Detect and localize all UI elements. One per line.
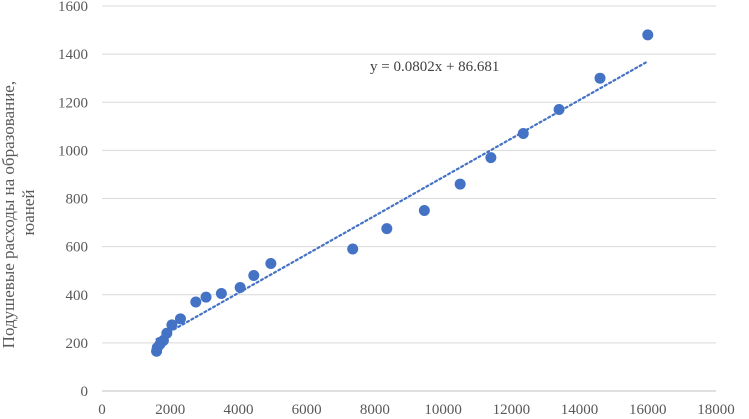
- y-tick-label: 1400: [58, 47, 88, 63]
- data-point: [166, 319, 178, 331]
- data-point: [485, 152, 497, 164]
- y-tick-label: 0: [81, 384, 89, 400]
- data-point: [190, 296, 202, 308]
- x-tick-label: 2000: [155, 402, 185, 418]
- y-tick-label: 800: [66, 192, 89, 208]
- data-points: [151, 29, 654, 357]
- data-point: [642, 29, 654, 41]
- data-point: [215, 288, 227, 300]
- data-point: [347, 243, 359, 255]
- data-point: [174, 313, 186, 325]
- x-tick-label: 4000: [223, 402, 253, 418]
- x-axis-tick-labels: 0 2000 4000 6000 8000 10000 12000 14000 16000 180…: [98, 402, 735, 418]
- y-axis-title-line-2: юаней: [19, 190, 38, 236]
- data-point: [248, 270, 260, 281]
- y-tick-label: 1600: [58, 0, 88, 15]
- y-axis-title-line-1: Подушевые расходы на образование,: [0, 81, 18, 348]
- x-tick-label: 16000: [629, 402, 667, 418]
- y-tick-label: 400: [66, 288, 89, 304]
- x-tick-label: 18000: [697, 402, 735, 418]
- data-point: [454, 178, 466, 190]
- y-axis-title: Подушевые расходы на образование, юаней: [0, 77, 38, 349]
- data-point: [553, 103, 565, 115]
- x-tick-label: 14000: [561, 402, 599, 418]
- x-tick-label: 8000: [360, 402, 390, 418]
- y-tick-label: 1200: [58, 95, 88, 111]
- data-point: [418, 205, 430, 217]
- trendline: [155, 60, 649, 341]
- data-point: [594, 72, 606, 84]
- gridlines: [102, 5, 716, 344]
- y-tick-label: 600: [66, 240, 89, 256]
- x-tick-label: 6000: [292, 402, 322, 418]
- y-tick-label: 1000: [58, 143, 88, 159]
- y-tick-label: 200: [66, 336, 89, 352]
- data-point: [381, 223, 393, 235]
- data-point: [265, 257, 277, 269]
- x-tick-label: 12000: [493, 402, 531, 418]
- data-point: [161, 327, 173, 339]
- trendline-equation: y = 0.0802x + 86.681: [370, 59, 499, 75]
- data-point: [234, 282, 246, 294]
- data-point: [200, 291, 212, 303]
- x-tick-label: 10000: [424, 402, 462, 418]
- data-point: [517, 128, 529, 140]
- x-tick-label: 0: [98, 402, 106, 418]
- y-axis-tick-labels: 0 200 400 600 800 1000 1200 1400 1600: [58, 0, 88, 400]
